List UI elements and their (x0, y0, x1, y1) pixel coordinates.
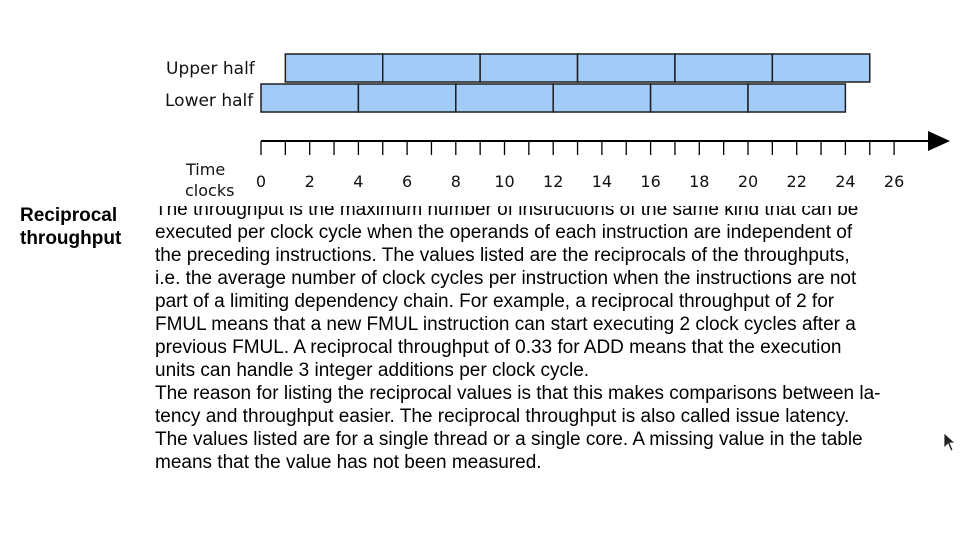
upper-half-segment-5 (674, 53, 774, 83)
definition-line-1-text: The throughput is the maximum number of … (155, 206, 859, 220)
axis-tick-label: 16 (640, 172, 660, 191)
definition-line-6: FMUL means that a new FMUL instruction c… (155, 314, 856, 335)
axis-tick-labels: 0 2 4 6 8 10 12 14 16 18 20 22 24 26 (256, 172, 904, 191)
definition-body: The throughput is the maximum number of … (155, 206, 967, 474)
upper-half-segment-2 (382, 53, 481, 83)
axis-label-time: Time (185, 160, 225, 179)
definition-line-3: the preceding instructions. The values l… (155, 245, 850, 266)
axis-tick-label: 4 (353, 172, 363, 191)
definition-line-12: means that the value has not been measur… (155, 452, 542, 473)
upper-half-segment-1 (284, 53, 384, 83)
term-line-1: Reciprocal (20, 205, 118, 226)
axis-tick-label: 18 (689, 172, 709, 191)
axis-tick-label: 22 (787, 172, 807, 191)
definition-line-8: units can handle 3 integer additions per… (155, 360, 590, 381)
pipeline-timing-diagram: Upper half Lower half 0 2 4 6 8 10 12 14 16 18 20 2… (165, 53, 950, 200)
upper-half-segment-6 (771, 53, 871, 83)
definition-line-2: executed per clock cycle when the operan… (155, 222, 853, 243)
row-label-upper-half: Upper half (166, 59, 256, 79)
upper-half-segment-3 (479, 53, 579, 83)
axis-ticks (260, 141, 895, 155)
row-label-lower-half: Lower half (165, 91, 254, 111)
lower-half-segment-3 (455, 83, 554, 113)
lower-half-segment-1 (260, 83, 360, 113)
lower-half-segment-2 (357, 83, 457, 113)
term-line-2: throughput (20, 228, 122, 249)
axis-label-clocks: clocks (185, 181, 234, 200)
definition-line-9: The reason for listing the reciprocal va… (155, 383, 881, 404)
mouse-cursor-icon (943, 432, 957, 452)
definition-line-7: previous FMUL. A reciprocal throughput o… (155, 337, 842, 358)
definition-line-11: The values listed are for a single threa… (155, 429, 863, 450)
axis-tick-label: 12 (543, 172, 563, 191)
axis-tick-label: 2 (305, 172, 315, 191)
axis-tick-label: 6 (402, 172, 412, 191)
definition-line-5: part of a limiting dependency chain. For… (155, 291, 835, 312)
axis-tick-label: 10 (494, 172, 514, 191)
definition-term: Reciprocal throughput (20, 204, 148, 250)
definition-line-1: The throughput is the maximum number of … (155, 206, 967, 221)
axis-tick-label: 0 (256, 172, 266, 191)
axis-tick-label: 20 (738, 172, 758, 191)
definition-line-4: i.e. the average number of clock cycles … (155, 268, 857, 289)
upper-half-segment-4 (576, 53, 676, 83)
axis-tick-label: 24 (835, 172, 855, 191)
time-axis-arrow-icon (928, 131, 950, 151)
lower-half-segment-4 (552, 83, 652, 113)
lower-half-segment-6 (747, 83, 847, 113)
axis-tick-label: 26 (884, 172, 904, 191)
lower-half-segment-5 (649, 83, 749, 113)
definition-line-10: tency and throughput easier. The recipro… (155, 406, 850, 427)
axis-tick-label: 8 (451, 172, 461, 191)
axis-tick-label: 14 (592, 172, 612, 191)
bar-segments (260, 53, 871, 113)
